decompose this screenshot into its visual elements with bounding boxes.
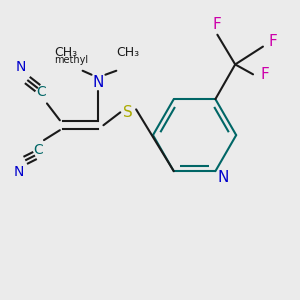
Text: CH₃: CH₃ — [54, 46, 77, 59]
Text: N: N — [16, 60, 26, 74]
Text: F: F — [261, 67, 269, 82]
Text: N: N — [218, 169, 229, 184]
Text: N: N — [14, 165, 24, 179]
Text: CH₃: CH₃ — [117, 46, 140, 59]
Text: C: C — [33, 143, 43, 157]
Text: S: S — [123, 105, 133, 120]
Text: F: F — [268, 34, 277, 49]
Text: F: F — [213, 17, 222, 32]
Text: methyl: methyl — [54, 55, 88, 65]
Text: C: C — [36, 85, 46, 98]
Text: N: N — [93, 75, 104, 90]
